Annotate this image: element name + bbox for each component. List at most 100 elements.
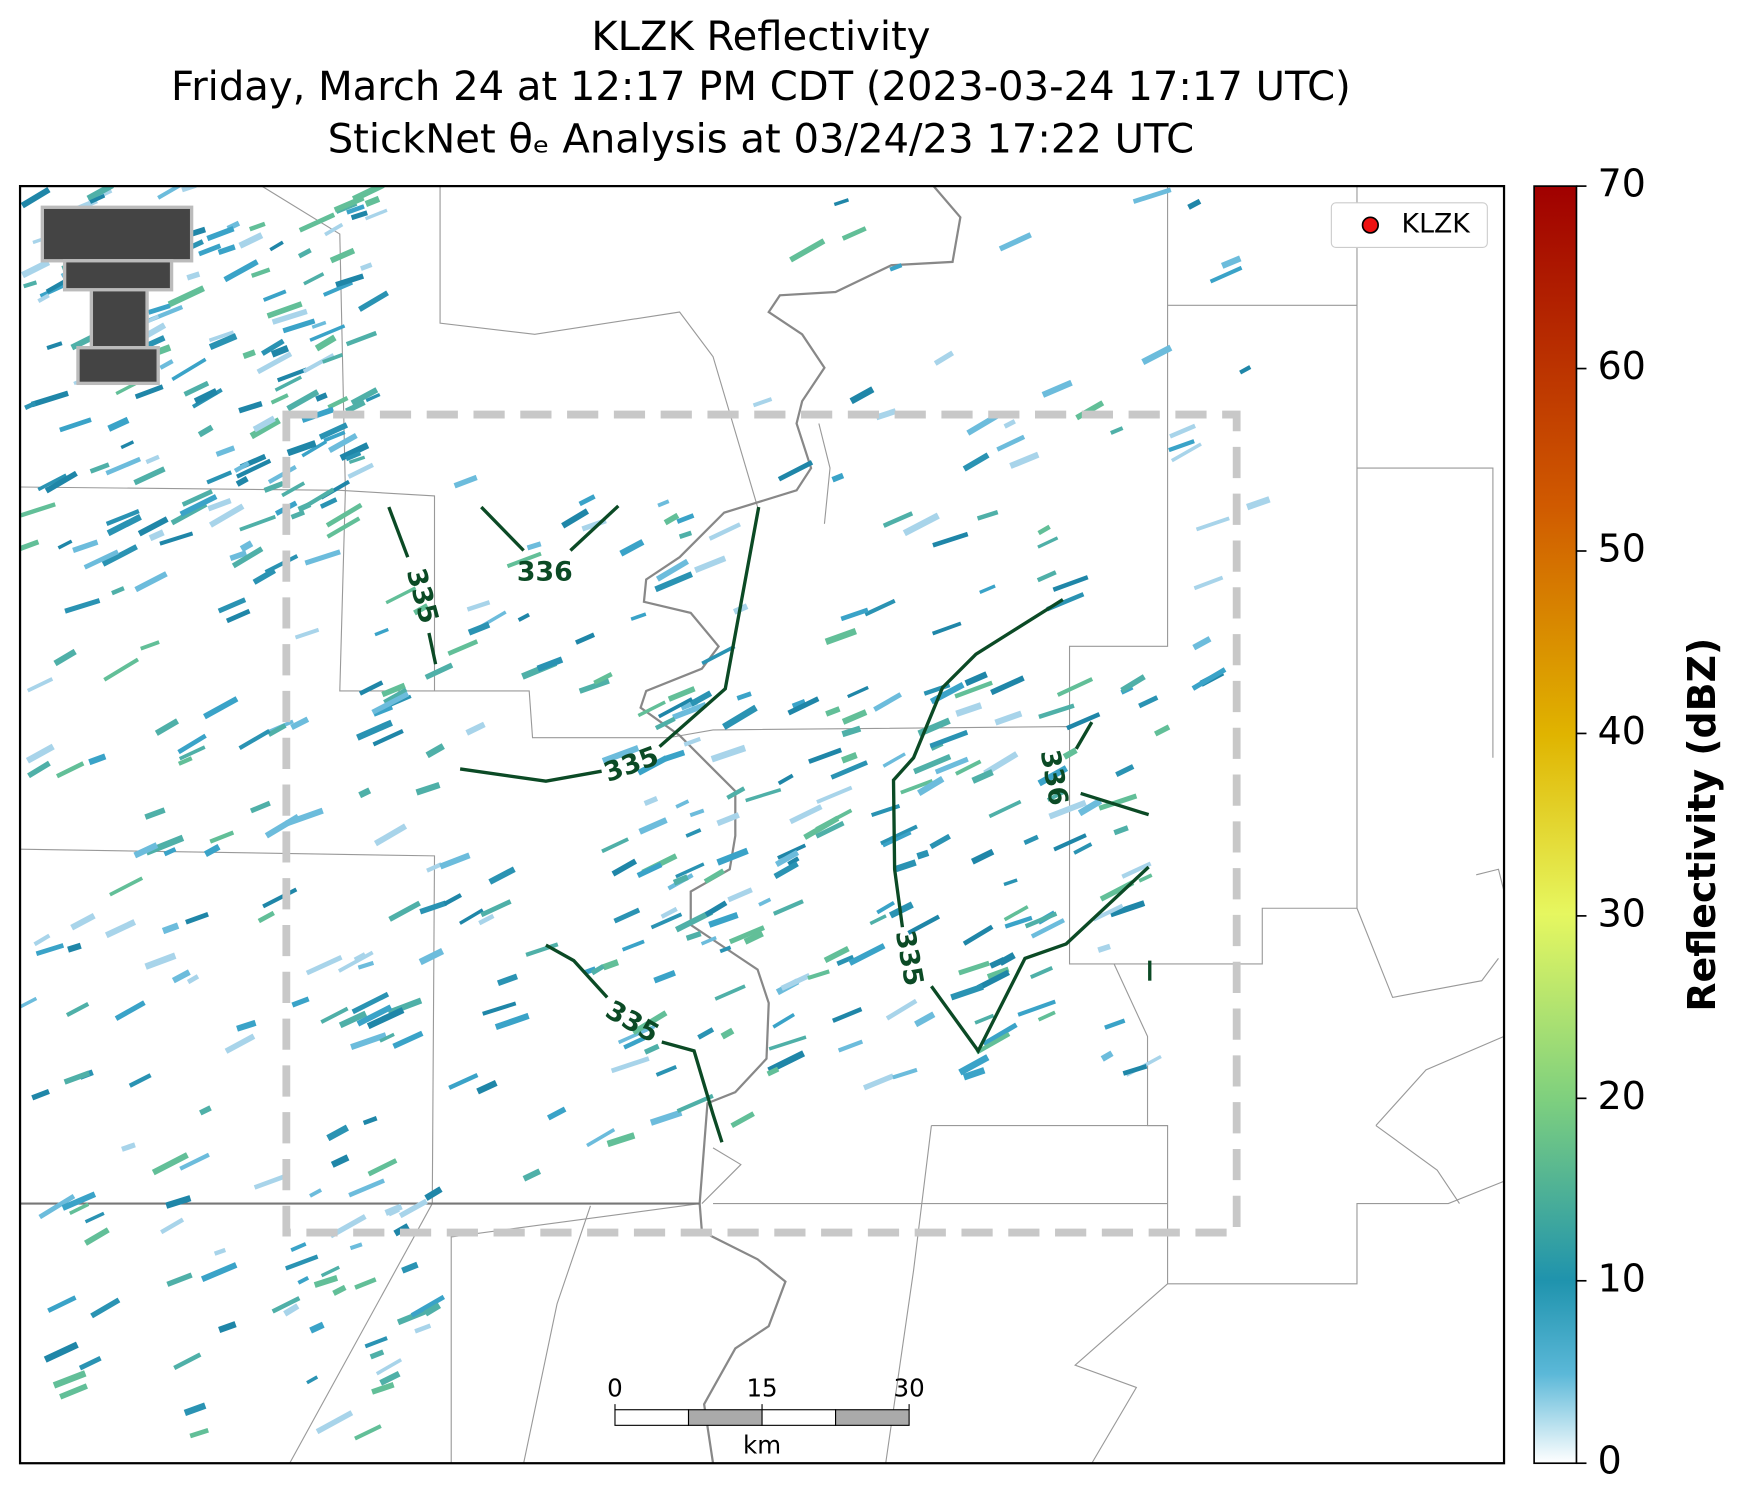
echo [252,567,277,585]
echo [955,702,983,717]
echo [777,773,794,786]
echo [21,259,51,279]
echo [401,1261,419,1274]
echo [807,969,830,981]
echo [387,1207,400,1217]
echo [242,349,256,359]
echo [1023,834,1039,845]
echo [305,955,343,976]
echo [657,499,670,508]
echo [683,736,701,747]
echo [453,474,478,489]
echo [151,1152,189,1176]
echo [225,608,251,624]
echo [837,1039,864,1053]
echo [286,389,320,412]
echo [385,586,417,605]
echo [198,243,222,257]
echo [719,945,732,954]
echo [1003,419,1016,429]
echo [274,375,303,392]
echo [218,1321,237,1333]
echo [1041,379,1073,398]
echo [419,900,447,915]
echo [178,745,206,761]
echo [257,910,275,924]
echo [1004,915,1033,929]
echo [962,1067,986,1081]
echo [613,907,641,924]
echo [932,531,969,548]
echo [889,263,903,272]
echo [365,392,381,403]
echo [276,367,308,383]
echo [134,384,164,400]
echo [708,911,739,928]
echo [65,1002,90,1018]
echo [772,899,804,916]
echo [823,946,850,964]
contour-line [1080,791,1150,817]
scale-segment [687,1409,763,1426]
echo [465,721,486,736]
echo [974,1013,995,1025]
echo [773,861,799,879]
echo [144,952,177,970]
echo [649,1109,683,1126]
echo [189,1427,209,1439]
echo [830,760,868,780]
echo [655,558,689,582]
echo [134,571,168,593]
echo [262,289,287,302]
echo [970,848,995,865]
echo [133,466,166,486]
echo [476,1079,498,1095]
echo [181,489,214,507]
echo [69,1202,90,1215]
echo [357,960,375,970]
echo [1193,575,1224,591]
echo [311,320,327,329]
contour-line [1074,721,1094,750]
echo [990,675,1025,696]
echo [546,1106,567,1121]
echo [694,555,727,573]
echo [525,942,559,957]
echo [286,440,317,457]
echo [1036,570,1057,583]
echo [672,874,689,886]
echo [675,862,705,879]
echo [478,913,495,926]
echo [173,1352,202,1370]
echo [315,392,328,402]
echo [410,1294,446,1318]
echo [31,1088,50,1101]
echo [349,1242,363,1251]
echo [351,186,385,203]
echo [958,1054,990,1076]
echo [423,1302,442,1317]
echo [294,627,320,640]
echo [345,451,362,462]
county-line [885,1125,932,1464]
echo [1169,423,1196,439]
echo [1209,265,1243,284]
echo [808,747,843,764]
contour-line [387,506,410,558]
echo [975,1032,1011,1055]
echo [46,341,63,351]
echo [160,1217,185,1235]
echo [958,960,990,976]
echo [414,1323,432,1334]
echo [333,195,365,213]
county-line [439,186,759,508]
echo [235,476,249,487]
echo [290,1242,307,1252]
echo [72,539,99,553]
echo [593,672,613,685]
echo [250,267,271,278]
echo [179,1152,210,1171]
echo [304,549,341,566]
logo-cross [62,259,174,292]
